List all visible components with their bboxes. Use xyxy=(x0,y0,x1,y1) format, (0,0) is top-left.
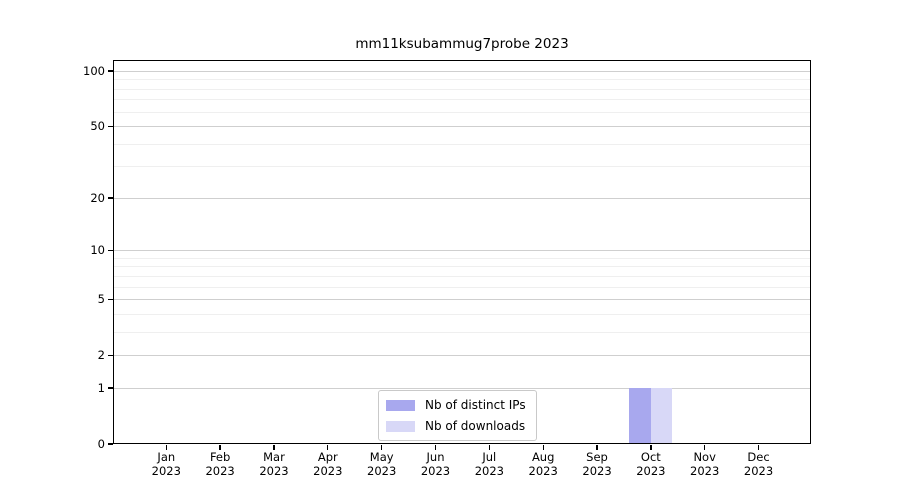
x-tick-label: Jan 2023 xyxy=(138,450,194,478)
y-tick-label: 50 xyxy=(90,119,105,134)
y-tick-label: 100 xyxy=(83,63,105,78)
minor-gridline xyxy=(113,79,811,81)
x-tick-month: Apr xyxy=(317,450,338,464)
x-tick-year: 2023 xyxy=(528,463,558,478)
x-tick-year: 2023 xyxy=(474,463,504,478)
legend-label-downloads: Nb of downloads xyxy=(425,419,526,433)
x-tick-mark xyxy=(488,445,490,450)
y-tick-mark xyxy=(108,387,113,389)
y-tick-mark xyxy=(108,298,113,300)
minor-gridline xyxy=(113,331,811,333)
x-tick-mark xyxy=(704,445,706,450)
x-tick-year: 2023 xyxy=(636,463,666,478)
legend-item-downloads: Nb of downloads xyxy=(386,417,526,435)
y-tick-label: 10 xyxy=(90,243,105,258)
legend: Nb of distinct IPs Nb of downloads xyxy=(378,390,537,441)
y-tick-mark xyxy=(108,354,113,356)
x-tick-month: Oct xyxy=(640,450,661,464)
x-tick-mark xyxy=(381,445,383,450)
x-tick-mark xyxy=(165,445,167,450)
y-tick-label: 2 xyxy=(97,348,105,363)
y-tick-mark xyxy=(108,197,113,199)
x-tick-month: Dec xyxy=(747,450,770,464)
y-tick-mark xyxy=(108,125,113,127)
bar-distinct-ips xyxy=(629,387,651,444)
x-tick-mark xyxy=(650,445,652,450)
major-gridline xyxy=(113,299,811,301)
x-tick-mark xyxy=(596,445,598,450)
x-tick-label: Nov 2023 xyxy=(677,450,733,478)
x-tick-year: 2023 xyxy=(259,463,289,478)
x-tick-year: 2023 xyxy=(151,463,181,478)
x-tick-year: 2023 xyxy=(313,463,343,478)
y-tick-mark xyxy=(108,443,113,445)
x-tick-mark xyxy=(273,445,275,450)
legend-label-distinct-ips: Nb of distinct IPs xyxy=(425,398,526,412)
minor-gridline xyxy=(113,99,811,101)
x-tick-label: Jul 2023 xyxy=(461,450,517,478)
x-tick-mark xyxy=(434,445,437,450)
x-tick-label: Oct 2023 xyxy=(623,450,679,478)
legend-swatch-distinct-ips xyxy=(386,399,415,411)
major-gridline xyxy=(113,197,811,199)
legend-item-distinct-ips: Nb of distinct IPs xyxy=(386,396,526,414)
x-tick-label: Mar 2023 xyxy=(246,450,302,478)
x-tick-mark xyxy=(327,445,329,450)
x-tick-year: 2023 xyxy=(582,463,612,478)
x-tick-month: Nov xyxy=(693,450,716,464)
major-gridline xyxy=(113,355,811,357)
legend-swatch-downloads xyxy=(386,420,415,432)
minor-gridline xyxy=(113,275,811,277)
x-tick-month: Jul xyxy=(482,450,497,464)
y-tick-label: 1 xyxy=(97,380,105,395)
x-tick-month: Feb xyxy=(209,450,231,464)
x-tick-mark xyxy=(219,445,221,450)
x-tick-year: 2023 xyxy=(690,463,720,478)
x-tick-label: Dec 2023 xyxy=(731,450,787,478)
minor-gridline xyxy=(113,166,811,168)
minor-gridline xyxy=(113,88,811,90)
major-gridline xyxy=(113,250,811,252)
x-tick-mark xyxy=(542,445,544,450)
minor-gridline xyxy=(113,111,811,113)
y-tick-label: 5 xyxy=(97,292,105,307)
x-tick-month: Jan xyxy=(157,450,176,464)
y-tick-label: 20 xyxy=(90,190,105,205)
x-tick-month: May xyxy=(369,450,394,464)
x-tick-label: Sep 2023 xyxy=(569,450,625,478)
plot-area: Nb of distinct IPs Nb of downloads xyxy=(113,60,811,444)
plot-frame xyxy=(113,60,811,444)
bar-downloads xyxy=(650,387,673,444)
x-tick-label: May 2023 xyxy=(354,450,410,478)
minor-gridline xyxy=(113,286,811,288)
major-gridline xyxy=(113,70,811,72)
chart-title: mm11ksubammug7probe 2023 xyxy=(355,36,569,52)
y-tick-label: 0 xyxy=(97,437,105,451)
minor-gridline xyxy=(113,257,811,259)
x-tick-month: Sep xyxy=(586,450,608,464)
minor-gridline xyxy=(113,313,811,315)
x-tick-year: 2023 xyxy=(205,463,235,478)
minor-gridline xyxy=(113,266,811,268)
x-tick-month: Aug xyxy=(531,450,555,464)
x-tick-label: Feb 2023 xyxy=(192,450,248,478)
x-tick-month: Mar xyxy=(263,450,285,464)
x-tick-mark xyxy=(757,445,760,450)
major-gridline xyxy=(113,387,811,389)
y-tick-mark xyxy=(108,70,113,72)
x-tick-year: 2023 xyxy=(420,463,451,478)
x-tick-year: 2023 xyxy=(367,463,397,478)
x-tick-label: Aug 2023 xyxy=(515,450,571,478)
x-tick-year: 2023 xyxy=(743,463,774,478)
x-tick-label: Apr 2023 xyxy=(300,450,356,478)
y-tick-mark xyxy=(108,249,113,251)
major-gridline xyxy=(113,126,811,128)
x-tick-month: Jun xyxy=(426,450,445,464)
x-tick-label: Jun 2023 xyxy=(408,450,464,478)
minor-gridline xyxy=(113,143,811,145)
